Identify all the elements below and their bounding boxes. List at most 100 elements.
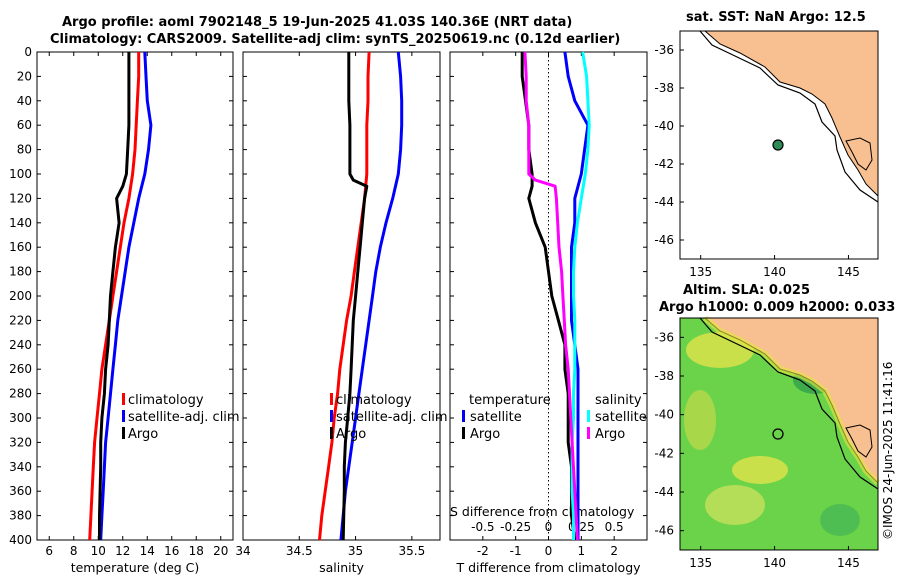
secondary-xlabel: S difference from climatology — [450, 504, 635, 519]
map-lat-tick-label: -46 — [654, 233, 674, 247]
sst-map-shelf-contour — [699, 30, 879, 203]
sst-map — [679, 30, 879, 260]
x-tick-label: 35.5 — [398, 544, 425, 558]
legend-label: satellite-adj. clim — [336, 410, 448, 425]
series-line-t-satellite — [563, 51, 590, 540]
legend-label: Argo — [336, 427, 366, 442]
map-lat-tick-label: -46 — [654, 524, 674, 538]
map-lon-tick-label: 135 — [689, 265, 712, 279]
map-lon-tick-label: 135 — [689, 556, 712, 570]
temperature-xlabel: temperature (deg C) — [71, 560, 200, 575]
legend-header-temperature: temperature — [469, 393, 551, 408]
figure-title-line2: Climatology: CARS2009. Satellite-adj cli… — [50, 32, 621, 47]
map-lat-tick-label: -44 — [654, 485, 674, 499]
figure-title-line1: Argo profile: aoml 7902148_5 19-Jun-2025… — [62, 15, 573, 30]
sla-map-shelf-contour — [699, 317, 879, 490]
map-lat-tick-label: -38 — [654, 81, 674, 95]
legend-label: Argo — [470, 427, 500, 442]
y-tick-label: 320 — [9, 435, 32, 449]
map-lat-tick-label: -44 — [654, 195, 674, 209]
y-tick-label: 160 — [9, 240, 32, 254]
y-tick-label: 300 — [9, 411, 32, 425]
map-lat-tick-label: -42 — [654, 157, 674, 171]
sla-anomaly — [705, 485, 765, 525]
legend-swatch — [587, 410, 590, 422]
sla-map-title-line1: Altim. SLA: 0.025 — [683, 283, 810, 298]
sst-map-island — [845, 137, 873, 171]
map-lon-tick-label: 140 — [763, 556, 786, 570]
y-tick-label: 60 — [17, 118, 32, 132]
temperature-panel: 0 20 40 60 80 100 120 140 160 180 200 220 240 260 280 3… — [9, 45, 240, 575]
legend-swatch — [587, 427, 590, 439]
sla-map-title-line2: Argo h1000: 0.009 h2000: 0.033 — [659, 300, 896, 315]
sla-anomaly — [684, 390, 716, 450]
map-lat-tick-label: -40 — [654, 119, 674, 133]
y-tick-label: 200 — [9, 289, 32, 303]
x-tick-label: 0 — [545, 544, 553, 558]
secondary-x-tick-label: -0.5 — [471, 520, 494, 534]
sst-map-title: sat. SST: NaN Argo: 12.5 — [686, 10, 866, 25]
series-line-satellite-adj-clim — [339, 51, 404, 541]
x-tick-label: 6 — [45, 544, 53, 558]
sla-map-island — [845, 424, 873, 458]
sla-map-frame — [679, 317, 879, 551]
y-tick-label: 20 — [17, 69, 32, 83]
y-tick-label: 140 — [9, 216, 32, 230]
x-tick-label: 18 — [189, 544, 204, 558]
map-lat-tick-label: -36 — [654, 43, 674, 57]
y-tick-label: 80 — [17, 143, 32, 157]
map-lat-tick-label: -36 — [654, 330, 674, 344]
map-lat-tick-label: -42 — [654, 446, 674, 460]
y-tick-label: 340 — [9, 460, 32, 474]
legend-swatch — [330, 393, 333, 405]
difference-panel: -2 -1 0 1 2 T difference from climatology -0.5… — [449, 51, 648, 575]
y-tick-label: 180 — [9, 265, 32, 279]
legend-swatch — [122, 393, 125, 405]
x-tick-label: 34 — [235, 544, 250, 558]
x-tick-label: 12 — [115, 544, 130, 558]
legend-label: satellite — [595, 410, 647, 425]
legend-swatch — [122, 410, 125, 422]
y-tick-label: 360 — [9, 484, 32, 498]
map-lat-tick-label: -40 — [654, 408, 674, 422]
salinity-axes-frame — [242, 51, 441, 541]
y-tick-label: 400 — [9, 533, 32, 547]
series-line-satellite-adj-clim — [99, 51, 153, 541]
sst-map-land — [703, 30, 879, 198]
legend-label: climatology — [128, 393, 204, 408]
y-tick-label: 280 — [9, 387, 32, 401]
sla-coastal-band — [703, 315, 881, 486]
sla-map — [679, 315, 881, 551]
y-tick-label: 380 — [9, 509, 32, 523]
series-line-argo — [98, 52, 131, 540]
legend-label: climatology — [336, 393, 412, 408]
legend-swatch — [122, 427, 125, 439]
x-tick-label: 34.5 — [286, 544, 313, 558]
map-lat-tick-label: -38 — [654, 369, 674, 383]
y-tick-label: 240 — [9, 338, 32, 352]
x-tick-label: 2 — [610, 544, 618, 558]
y-tick-label: 0 — [24, 45, 32, 59]
map-lon-tick-label: 145 — [837, 265, 860, 279]
y-tick-label: 100 — [9, 167, 32, 181]
x-tick-label: 14 — [140, 544, 155, 558]
map-lon-tick-label: 145 — [837, 556, 860, 570]
x-tick-label: 8 — [70, 544, 78, 558]
y-tick-label: 220 — [9, 313, 32, 327]
sla-anomaly — [732, 456, 788, 484]
legend-label: Argo — [595, 427, 625, 442]
series-line-argo — [341, 52, 369, 541]
legend-label: Argo — [128, 427, 158, 442]
y-tick-label: 260 — [9, 362, 32, 376]
x-tick-label: 35 — [348, 544, 363, 558]
legend-label: satellite — [470, 410, 522, 425]
sla-anomaly — [820, 504, 860, 536]
salinity-xlabel: salinity — [319, 560, 364, 575]
x-tick-label: -2 — [477, 544, 489, 558]
map-lon-tick-label: 140 — [763, 265, 786, 279]
secondary-x-tick-label: 0.5 — [605, 520, 624, 534]
x-tick-label: 20 — [213, 544, 228, 558]
x-tick-label: 1 — [578, 544, 586, 558]
y-tick-label: 40 — [17, 94, 32, 108]
legend-swatch — [330, 410, 333, 422]
